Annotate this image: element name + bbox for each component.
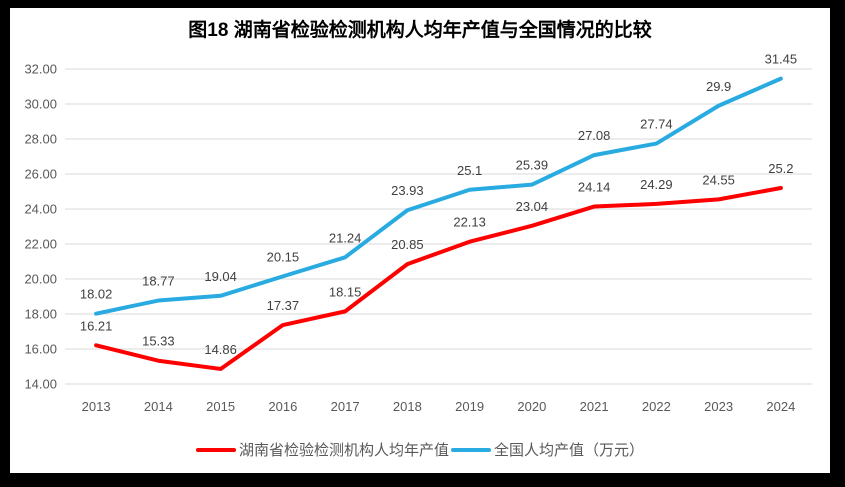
data-label-1: 27.08 xyxy=(578,128,611,143)
data-label-0: 23.04 xyxy=(516,199,549,214)
y-axis-tick-label: 14.00 xyxy=(24,377,57,392)
x-axis-tick-label: 2020 xyxy=(517,399,546,414)
data-label-1: 29.9 xyxy=(706,79,731,94)
legend-item-national: 全国人均产值（万元） xyxy=(451,439,644,460)
data-label-0: 22.13 xyxy=(453,215,486,230)
chart-panel: 图18 湖南省检验检测机构人均年产值与全国情况的比较 14.00 16.00 18.… xyxy=(10,8,830,473)
x-axis-tick-label: 2018 xyxy=(393,399,422,414)
data-label-1: 18.02 xyxy=(80,287,113,302)
data-label-1: 18.77 xyxy=(142,274,175,289)
y-axis-tick-label: 20.00 xyxy=(24,272,57,287)
x-axis-tick-label: 2013 xyxy=(82,399,111,414)
data-label-1: 27.74 xyxy=(640,117,673,132)
data-label-0: 14.86 xyxy=(204,342,237,357)
x-axis-tick-label: 2014 xyxy=(144,399,173,414)
data-label-0: 17.37 xyxy=(267,298,300,313)
data-label-0: 25.2 xyxy=(768,161,793,176)
series-line-0 xyxy=(94,186,783,371)
data-label-0: 24.29 xyxy=(640,177,673,192)
data-label-0: 24.55 xyxy=(702,172,735,187)
x-axis-tick-label: 2019 xyxy=(455,399,484,414)
x-axis-tick-label: 2016 xyxy=(268,399,297,414)
data-label-0: 16.21 xyxy=(80,318,113,333)
y-axis-tick-label: 30.00 xyxy=(24,97,57,112)
legend-swatch-red-line xyxy=(195,447,236,452)
data-label-1: 25.39 xyxy=(516,158,549,173)
data-label-1: 21.24 xyxy=(329,230,362,245)
x-axis-tick-label: 2024 xyxy=(766,399,795,414)
data-label-1: 19.04 xyxy=(204,269,237,284)
chart-title: 图18 湖南省检验检测机构人均年产值与全国情况的比较 xyxy=(188,20,652,41)
y-axis-tick-label: 16.00 xyxy=(24,342,57,357)
legend-item-hunan: 湖南省检验检测机构人均年产值 xyxy=(195,439,449,460)
x-axis-tick-label: 2017 xyxy=(331,399,360,414)
x-axis-tick-label: 2021 xyxy=(580,399,609,414)
chart-legend: 湖南省检验检测机构人均年产值 全国人均产值（万元） xyxy=(10,439,830,460)
data-label-0: 15.33 xyxy=(142,334,175,349)
y-axis-tick-label: 26.00 xyxy=(24,167,57,182)
data-label-1: 23.93 xyxy=(391,183,424,198)
data-label-0: 24.14 xyxy=(578,180,611,195)
x-axis-tick-label: 2023 xyxy=(704,399,733,414)
y-axis-tick-label: 28.00 xyxy=(24,132,57,147)
data-label-0: 20.85 xyxy=(391,237,424,252)
y-axis-tick-label: 18.00 xyxy=(24,307,57,322)
data-label-1: 20.15 xyxy=(267,249,300,264)
data-label-1: 31.45 xyxy=(765,52,798,67)
legend-label-national: 全国人均产值（万元） xyxy=(494,442,645,459)
y-axis-tick-label: 22.00 xyxy=(24,237,57,252)
line-chart-plot: 14.00 16.00 18.00 20.00 22.00 24.00 26.00 28.00… xyxy=(24,52,812,414)
legend-label-hunan: 湖南省检验检测机构人均年产值 xyxy=(238,442,449,459)
series-line-1 xyxy=(94,76,783,316)
legend-swatch-blue-line xyxy=(451,447,491,452)
y-axis-tick-label: 24.00 xyxy=(24,202,57,217)
x-axis-tick-label: 2022 xyxy=(642,399,671,414)
data-label-0: 18.15 xyxy=(329,284,362,299)
data-label-1: 25.1 xyxy=(457,163,482,178)
y-axis-tick-label: 32.00 xyxy=(24,62,57,77)
x-axis-tick-label: 2015 xyxy=(206,399,235,414)
